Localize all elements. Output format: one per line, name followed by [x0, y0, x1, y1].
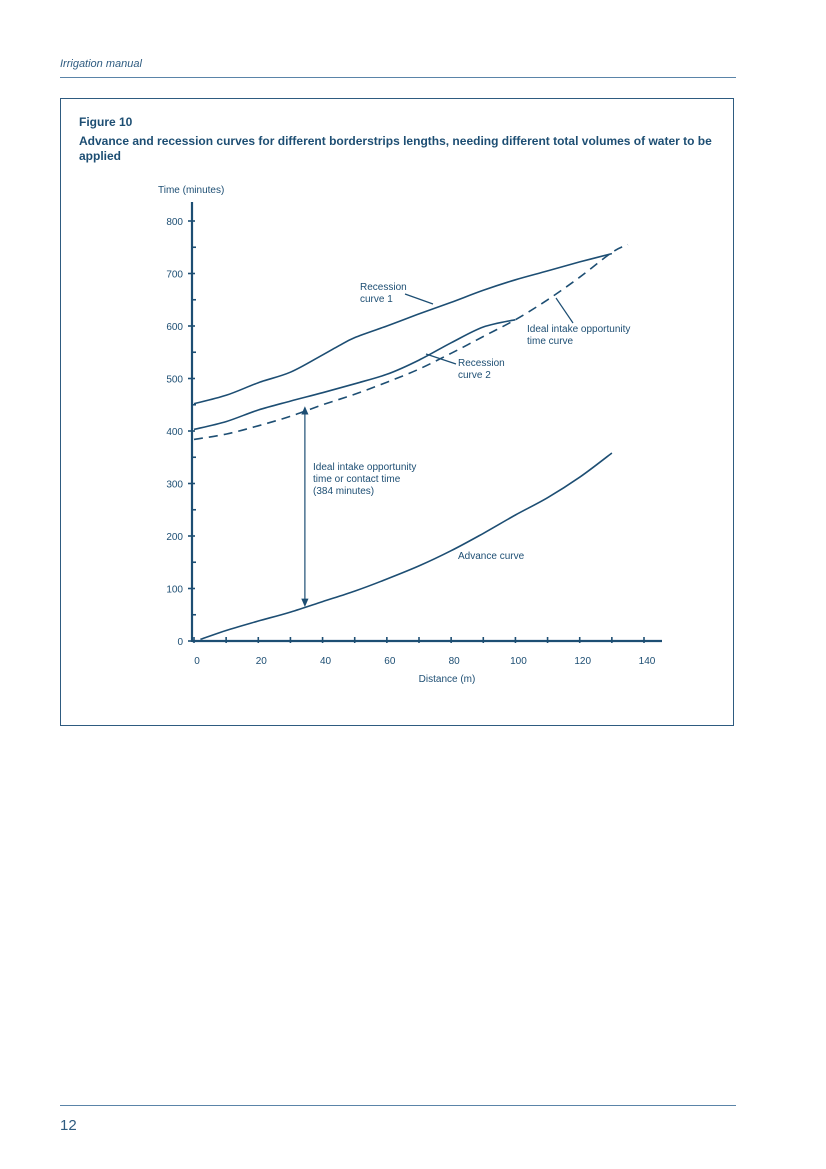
recession-curve-2-line	[193, 318, 516, 431]
advance-curve-line	[200, 452, 613, 641]
advance-curve-label: Advance curve	[458, 551, 525, 562]
x-tick-label-80: 80	[449, 656, 461, 667]
y-tick-label-0: 0	[177, 637, 183, 648]
running-header: Irrigation manual	[60, 58, 142, 70]
x-tick-label-20: 20	[256, 656, 268, 667]
x-tick-label-0: 0	[194, 656, 200, 667]
page-number: 12	[60, 1117, 77, 1134]
footer-divider	[60, 1105, 736, 1106]
y-axis-label: Time (minutes)	[158, 185, 224, 196]
y-tick-label-100: 100	[166, 585, 183, 596]
figure-caption: Advance and recession curves for differe…	[79, 134, 712, 163]
x-tick-label-120: 120	[574, 656, 591, 667]
recession-curve-1-label-line-1: Recession	[360, 282, 407, 293]
y-tick-label-400: 400	[166, 427, 183, 438]
y-tick-label-700: 700	[166, 270, 183, 281]
y-tick-label-200: 200	[166, 532, 183, 543]
ideal-intake-curve-label-line-1: Ideal intake opportunity	[527, 324, 630, 335]
recession-curve-1-line	[193, 252, 613, 405]
recession-curve-2-leader	[425, 353, 457, 365]
contact-time-label-line-3: (384 minutes)	[313, 486, 374, 497]
header-divider	[60, 77, 736, 78]
y-tick-label-500: 500	[166, 375, 183, 386]
x-axis-label: Distance (m)	[419, 674, 476, 685]
figure-frame	[60, 98, 734, 726]
advance-curve-label-line-1: Advance curve	[458, 551, 525, 562]
x-tick-label-140: 140	[639, 656, 656, 667]
recession-curve-2-label-line-2: curve 2	[458, 370, 491, 381]
recession-curve-2-label-line-1: Recession	[458, 358, 505, 369]
recession-curve-1-label-line-2: curve 1	[360, 294, 393, 305]
y-tick-label-800: 800	[166, 217, 183, 228]
x-tick-label-60: 60	[384, 656, 396, 667]
recession-curve-1-leader	[404, 293, 434, 305]
y-tick-label-300: 300	[166, 480, 183, 491]
ideal-intake-curve-leader	[555, 297, 574, 324]
x-tick-label-40: 40	[320, 656, 332, 667]
y-tick-label-600: 600	[166, 322, 183, 333]
contact-time-label-line-2: time or contact time	[313, 474, 401, 485]
contact-time-label-line-1: Ideal intake opportunity	[313, 462, 416, 473]
ideal-intake-curve-line	[193, 243, 629, 441]
chart: 0 100 200 300 400 500 600 700 800 0 20 40 60 80 100 120…	[158, 185, 662, 685]
x-tick-label-100: 100	[510, 656, 527, 667]
ideal-intake-curve-label-line-2: time curve	[527, 336, 574, 347]
figure-label: Figure 10	[79, 115, 133, 129]
